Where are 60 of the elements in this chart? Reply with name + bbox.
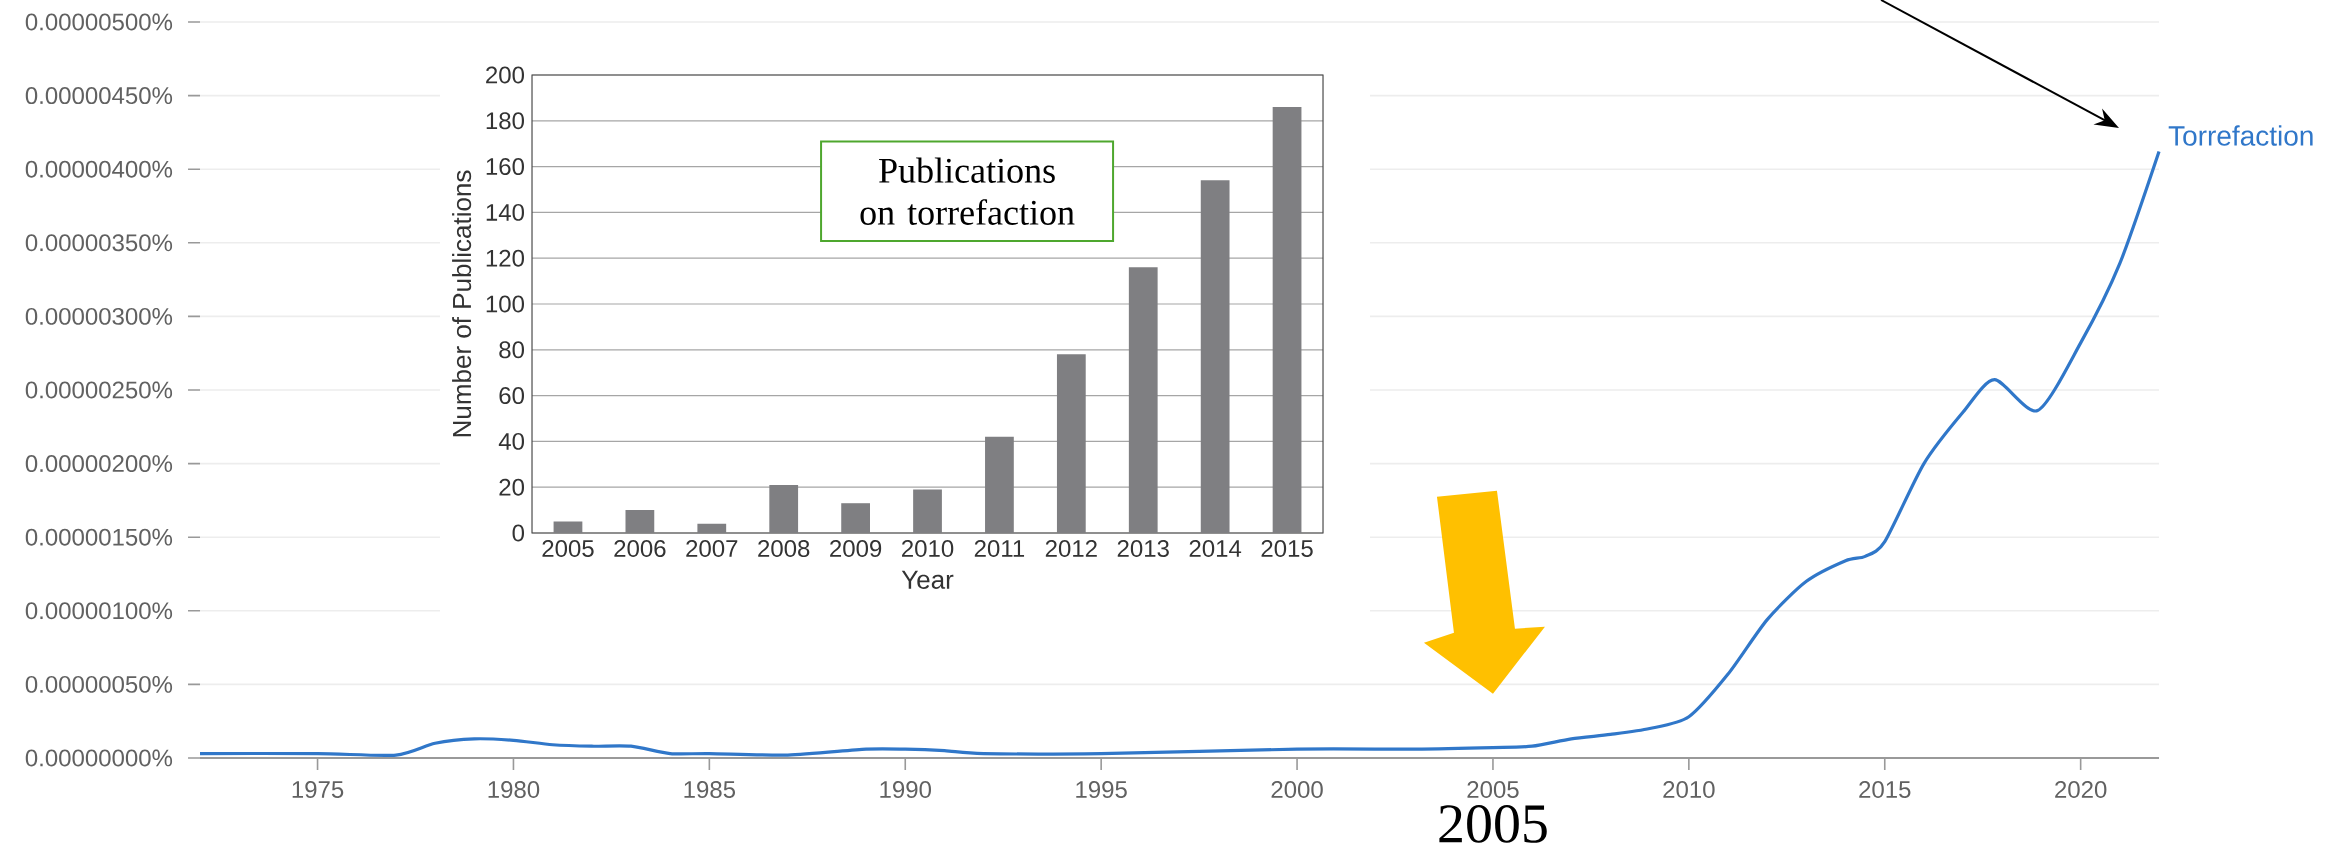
y-axis-title: Number of Publications	[452, 170, 472, 437]
x-tick-label: 2011	[974, 540, 1025, 558]
x-tick-label: 2010	[1663, 781, 1715, 799]
y-tick-label: 20	[499, 478, 525, 496]
y-tick-label: 0.00000250%	[25, 381, 173, 399]
x-tick-label: 2008	[758, 540, 810, 558]
x-tick-label: 2015	[1859, 781, 1911, 799]
bar	[913, 489, 942, 533]
x-tick-label: 2010	[902, 540, 954, 558]
x-tick-label: 2015	[1261, 540, 1313, 558]
y-tick-label: 0.00000300%	[25, 307, 173, 325]
x-axis-title: Year	[901, 570, 954, 589]
x-tick-label: 1985	[684, 781, 736, 799]
y-tick-label: 0.00000100%	[25, 602, 173, 620]
y-tick-label: 80	[499, 341, 525, 359]
x-tick-label: 1975	[292, 781, 344, 799]
bar	[1200, 180, 1230, 533]
bar	[1128, 267, 1158, 533]
y-tick-label: 0.00000350%	[25, 234, 173, 252]
y-tick-label: 0.00000500%	[25, 13, 173, 31]
y-tick-label: 0.00000200%	[25, 455, 173, 473]
bar	[841, 503, 870, 533]
y-tick-label: 120	[486, 249, 525, 267]
x-tick-label: 2007	[686, 540, 738, 558]
x-tick-label: 1980	[488, 781, 540, 799]
bar	[769, 484, 799, 533]
x-tick-label: 2005	[1467, 781, 1519, 799]
bar	[985, 436, 1014, 533]
x-tick-label: 1995	[1076, 781, 1127, 799]
y-tick-label: 0	[512, 524, 525, 542]
y-tick-label: 0.00000000%	[25, 749, 173, 767]
bar	[1272, 107, 1302, 533]
y-tick-label: 180	[486, 112, 525, 130]
line-series	[198, 149, 2161, 757]
y-tick-label: 0.00000050%	[25, 675, 173, 693]
y-tick-label: 160	[486, 158, 525, 176]
x-tick-label: 2006	[614, 540, 666, 558]
bar	[625, 510, 655, 533]
text: Publications on torrefaction	[860, 157, 1075, 225]
y-tick-label: 60	[499, 387, 525, 405]
y-tick-label: 0.00000150%	[25, 528, 173, 546]
x-tick-label: 2012	[1045, 540, 1097, 558]
series-label: Torrefaction	[2168, 125, 2313, 146]
x-tick-label: 2020	[2055, 781, 2107, 799]
x-tick-label: 1990	[880, 781, 932, 799]
y-tick-label: 100	[486, 295, 525, 313]
y-tick-label: 0.00000400%	[25, 160, 173, 178]
x-tick-label: 2000	[1271, 781, 1323, 799]
x-tick-label: 2009	[830, 540, 882, 558]
bar	[1056, 354, 1086, 533]
annotation: 2005	[1439, 805, 1547, 843]
y-tick-label: 0.00000450%	[25, 87, 173, 105]
y-tick-label: 200	[486, 66, 525, 84]
x-tick-label: 2005	[542, 540, 594, 558]
bar	[697, 523, 727, 533]
x-tick-label: 2013	[1117, 540, 1169, 558]
x-tick-label: 2014	[1189, 540, 1242, 558]
y-tick-label: 140	[486, 203, 525, 221]
bar	[553, 521, 583, 533]
y-tick-label: 40	[498, 432, 525, 450]
